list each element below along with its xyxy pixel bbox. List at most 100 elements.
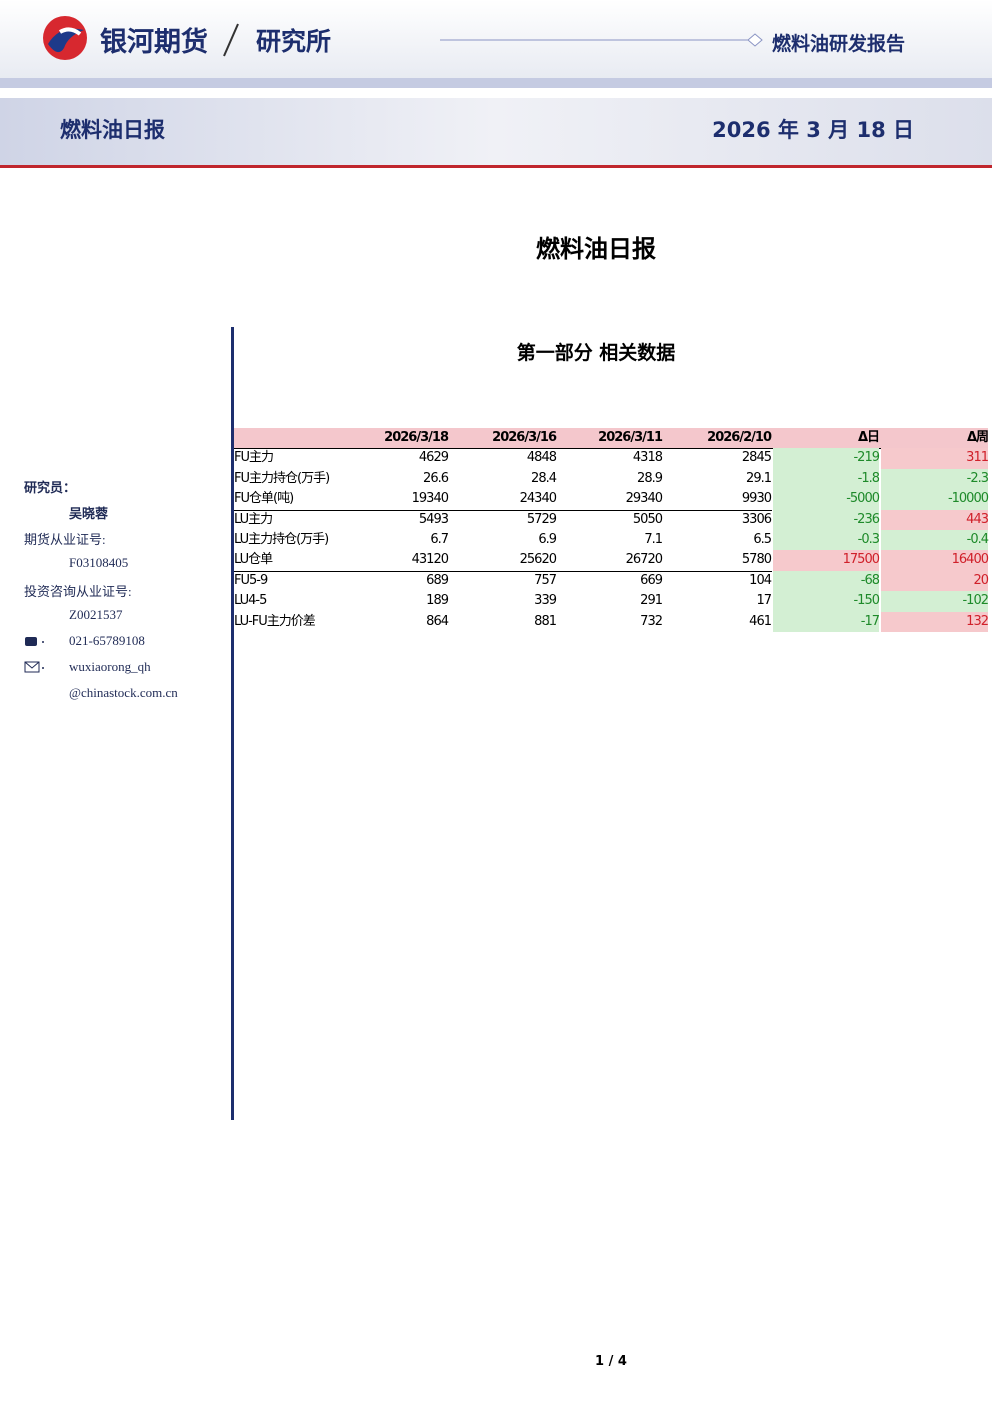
cell-value: 757 [534, 572, 557, 588]
row-label: FU仓单(吨) [234, 491, 294, 507]
mail-icon [24, 661, 44, 673]
cell-value: 443 [966, 511, 989, 527]
banner [0, 98, 992, 165]
cell-value: -150 [853, 593, 880, 609]
cell-value: 104 [749, 572, 772, 588]
cell-value: 3306 [741, 511, 772, 527]
cell-value: 16400 [951, 552, 989, 568]
cell-value: 9930 [741, 491, 772, 507]
doc-title: 燃料油日报 [536, 235, 656, 263]
cell-value: -1.8 [857, 470, 880, 486]
delta-cell [881, 611, 988, 632]
row-label: FU5-9 [234, 572, 268, 588]
column-header: Δ周 [966, 430, 989, 445]
delta-cell [773, 448, 879, 469]
cell-value: 24340 [519, 491, 557, 507]
column-header: Δ日 [857, 430, 880, 445]
delta-cell [881, 570, 988, 592]
cell-value: 26720 [625, 552, 663, 568]
license-label: 期货从业证号: [24, 532, 106, 547]
slash [223, 23, 239, 57]
delta-cell [773, 468, 879, 490]
delta-cell [773, 530, 879, 551]
delta-cell [881, 489, 988, 510]
header-rule [440, 33, 763, 47]
cell-value: 6.7 [430, 532, 449, 547]
delta-cell [881, 550, 988, 571]
cell-value: 461 [749, 613, 772, 629]
cell-value: 669 [640, 572, 663, 588]
cell-value: -0.4 [966, 532, 989, 547]
cell-value: 4318 [632, 450, 663, 466]
cell-value: -236 [853, 511, 880, 527]
section-title: 第一部分 相关数据 [516, 342, 676, 364]
cell-value: 43120 [411, 552, 449, 568]
group-rule [234, 509, 772, 511]
cell-value: 17500 [842, 552, 880, 568]
cell-value: 5493 [418, 511, 449, 527]
column-header: 2026/3/16 [492, 430, 557, 445]
header-strip [0, 78, 992, 88]
cell-value: 5729 [526, 511, 557, 527]
delta-cell [881, 591, 988, 612]
cell-value: 7.1 [644, 532, 663, 547]
license: F03108405 [69, 555, 129, 570]
cell-value: -102 [962, 593, 989, 609]
cell-value: 6.9 [538, 532, 557, 547]
email-user: wuxiaorong_qh [69, 659, 151, 674]
delta-cell [881, 468, 988, 490]
row-label: FU主力 [234, 450, 274, 466]
column-header: 2026/3/18 [384, 430, 449, 445]
cell-value: 29340 [625, 491, 663, 507]
cell-value: 189 [426, 593, 449, 609]
cell-value: 28.4 [531, 470, 557, 486]
cell-value: 20 [973, 572, 989, 588]
cell-value: 689 [426, 572, 449, 588]
department: 研究所 [256, 27, 332, 56]
delta-cell [881, 448, 988, 469]
header-band [0, 0, 992, 78]
phone-icon [25, 637, 44, 646]
logo [43, 16, 87, 60]
delta-cell [773, 489, 879, 510]
phone: 021-65789108 [69, 633, 145, 648]
delta-cell [881, 509, 988, 530]
delta-cell [773, 591, 879, 612]
cell-value: 132 [966, 613, 989, 629]
delta-cell [773, 611, 879, 632]
cell-value: -17 [860, 613, 880, 629]
report-type: 燃料油研发报告 [772, 33, 906, 55]
cell-value: 311 [966, 450, 989, 466]
cell-value: 4629 [418, 450, 449, 466]
row-label: LU4-5 [234, 593, 267, 609]
delta-cell [881, 530, 988, 551]
cell-value: 5050 [632, 511, 663, 527]
cell-value: -10000 [947, 491, 989, 507]
cell-value: 881 [534, 613, 557, 629]
cell-value: 29.1 [746, 470, 772, 486]
cell-value: 5780 [741, 552, 772, 568]
brand: 银河期货 [100, 27, 208, 58]
column-header: 2026/2/10 [707, 430, 772, 445]
row-label: LU仓单 [234, 552, 273, 568]
delta-cell [773, 570, 879, 592]
cell-value: 6.5 [753, 532, 772, 547]
cell-value: 19340 [411, 491, 449, 507]
cell-value: 17 [756, 593, 772, 609]
divider [231, 327, 234, 1120]
row-label: LU主力 [234, 511, 273, 527]
cell-value: -219 [853, 450, 880, 466]
banner-title: 燃料油日报 [60, 118, 165, 142]
name: 吴晓蓉 [69, 506, 109, 521]
cell-value: -0.3 [857, 532, 880, 547]
cell-value: 339 [534, 593, 557, 609]
delta-cell [773, 509, 879, 530]
role: 研究员： [24, 480, 77, 495]
cell-value: -68 [860, 572, 880, 588]
banner-rule [0, 165, 992, 168]
page-number: 1 / 4 [595, 1354, 627, 1369]
cell-value: 864 [426, 613, 449, 629]
banner-date: 2026 年 3 月 18 日 [712, 118, 914, 142]
cell-value: 291 [640, 593, 663, 609]
